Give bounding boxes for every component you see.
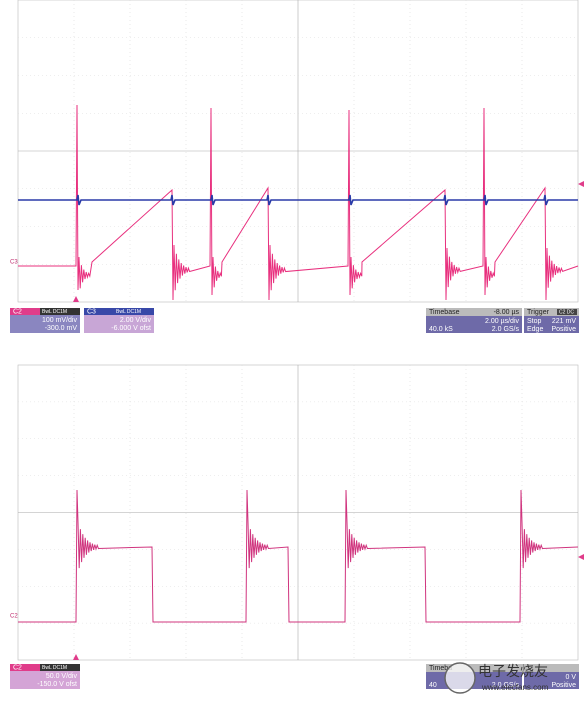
watermark-url: www.elecfans.com [481,683,549,692]
trace-label: C3 [10,260,18,266]
timebase-scale: 2.00 µs/div [485,318,519,325]
bottom-info-bar: C2 BwL DC1M 50.0 V/div -150.0 V ofst Tim… [10,662,579,694]
timebase-delay: -8.00 µs [494,309,520,316]
ch-coupling: BwL DC1M [116,309,141,315]
trigger-mode: Stop [527,318,542,325]
level-marker [578,181,584,187]
watermark-logo [444,662,476,694]
ch-name: C2 [13,308,22,315]
ch-offset: -6.000 V ofst [111,325,151,332]
timebase-title: Timeba [429,665,452,672]
trigger-title: Trigger [527,309,550,316]
timebase-samples: 40.0 kS [429,326,453,333]
trigger-slope: Positive [551,326,576,333]
waveform-c2 [18,489,579,623]
ch-offset: -300.0 mV [45,325,78,332]
trace-label: C2 [10,614,18,620]
ch-coupling: BwL DC1M [42,309,67,315]
ch-scale: 50.0 V/div [46,673,78,680]
ch-offset: -150.0 V ofst [37,681,77,688]
timebase-samples: 40 [429,682,437,689]
trigger-slope: Positive [551,682,576,689]
ch-scale: 100 mV/div [42,317,78,324]
trigger-source: C2 DC [559,309,574,315]
waveform-c2 [18,104,579,301]
timebase-title: Timebase [429,309,460,316]
waveform-c3 [18,194,578,206]
trigger-type: Edge [527,326,543,333]
ch-name: C2 [13,664,22,671]
top-info-bar: C2 BwL DC1M 100 mV/div -300.0 mV C3 BwL … [10,308,579,333]
timebase-rate: 2.0 GS/s [492,682,520,689]
ch-scale: 2.00 V/div [120,317,152,324]
trigger-level: 0 V [565,674,576,681]
trigger-marker [73,654,79,660]
trigger-marker [73,296,79,302]
ch-name: C3 [87,308,96,315]
ch-coupling: BwL DC1M [42,665,67,671]
timebase-rate: 2.0 GS/s [492,326,520,333]
trigger-level: 221 mV [552,318,576,325]
watermark-brand: 电子发烧友 [478,664,548,680]
level-marker [578,554,584,560]
